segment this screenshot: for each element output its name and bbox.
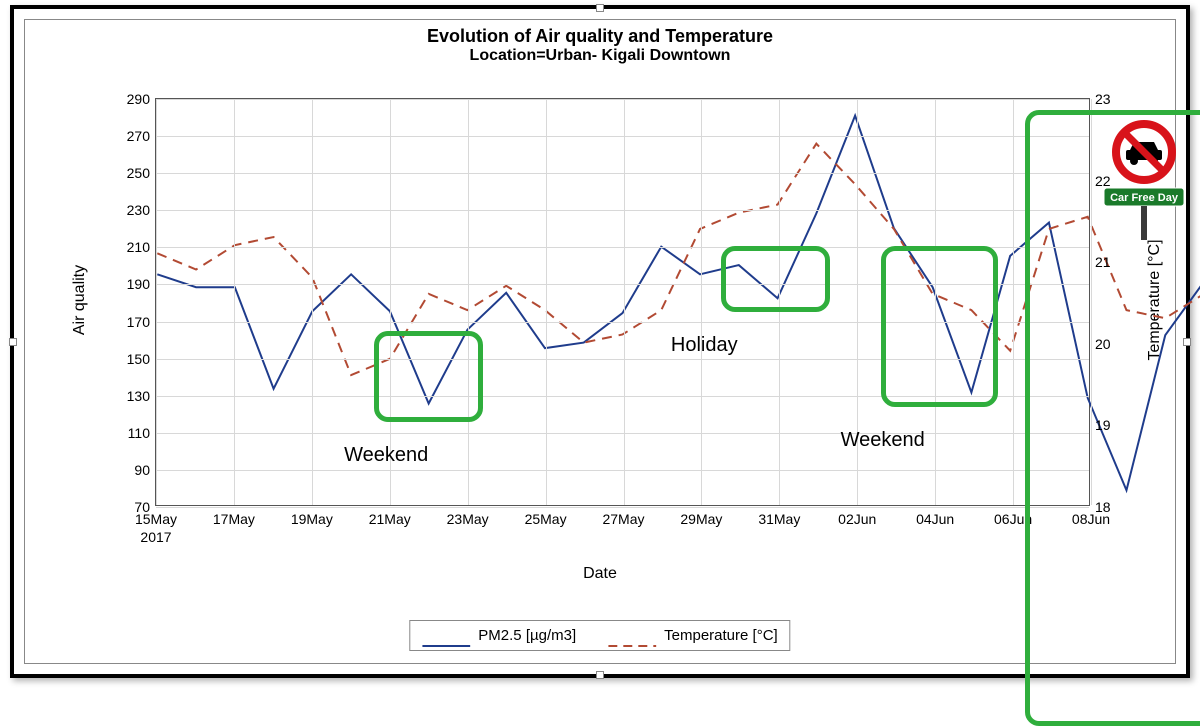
selection-handle-bottom xyxy=(596,671,604,679)
x-tick-year: 2017 xyxy=(140,505,171,545)
x-tick: 29May xyxy=(680,505,722,527)
y-left-tick: 250 xyxy=(127,165,156,181)
x-tick: 17May xyxy=(213,505,255,527)
selection-handle-top xyxy=(596,4,604,12)
y-right-tick: 19 xyxy=(1089,417,1111,433)
car-free-sign: Car Free Day xyxy=(1094,120,1194,255)
legend-swatch-pm25 xyxy=(422,635,470,637)
y-left-tick: 270 xyxy=(127,128,156,144)
car-free-icon: Car Free Day xyxy=(1094,120,1194,250)
x-tick: 27May xyxy=(602,505,644,527)
legend: PM2.5 [µg/m3] Temperature [°C] xyxy=(409,620,790,651)
chart-title: Evolution of Air quality and Temperature… xyxy=(25,26,1175,65)
series-0 xyxy=(157,116,1200,491)
x-tick: 19May xyxy=(291,505,333,527)
x-tick: 23May xyxy=(447,505,489,527)
chart-title-sub: Location=Urban- Kigali Downtown xyxy=(25,47,1175,65)
legend-item-temp: Temperature [°C] xyxy=(608,627,778,644)
series-lines xyxy=(156,99,1089,505)
x-tick: 08Jun xyxy=(1072,505,1110,527)
annotation-label-0: Weekend xyxy=(344,444,428,467)
y-left-tick: 130 xyxy=(127,388,156,404)
y-left-tick: 90 xyxy=(134,462,156,478)
y-left-tick: 190 xyxy=(127,276,156,292)
x-tick: 25May xyxy=(525,505,567,527)
y-right-tick: 21 xyxy=(1089,254,1111,270)
x-tick: 04Jun xyxy=(916,505,954,527)
y-left-tick: 230 xyxy=(127,202,156,218)
legend-label-temp: Temperature [°C] xyxy=(664,627,778,644)
y-right-tick: 20 xyxy=(1089,336,1111,352)
y-axis-right-label: Temperature [°C] xyxy=(1146,239,1164,360)
chart-title-main: Evolution of Air quality and Temperature xyxy=(25,26,1175,47)
selection-handle-left xyxy=(9,338,17,346)
x-tick: 21May xyxy=(369,505,411,527)
x-axis-label: Date xyxy=(583,565,617,583)
y-left-tick: 290 xyxy=(127,91,156,107)
plot-area: 7090110130150170190210230250270290181920… xyxy=(155,98,1090,506)
y-axis-left-label: Air quality xyxy=(71,265,89,335)
y-left-tick: 110 xyxy=(128,425,156,441)
annotation-label-2: Weekend xyxy=(841,429,925,452)
inner-border: Evolution of Air quality and Temperature… xyxy=(24,19,1176,664)
y-right-tick: 23 xyxy=(1089,91,1111,107)
legend-item-pm25: PM2.5 [µg/m3] xyxy=(422,627,576,644)
outer-border: Evolution of Air quality and Temperature… xyxy=(10,5,1190,678)
legend-swatch-temp xyxy=(608,635,656,637)
y-left-tick: 170 xyxy=(127,314,156,330)
x-tick: 31May xyxy=(758,505,800,527)
chart: Evolution of Air quality and Temperature… xyxy=(25,20,1175,663)
legend-label-pm25: PM2.5 [µg/m3] xyxy=(478,627,576,644)
svg-text:Car Free Day: Car Free Day xyxy=(1110,192,1179,204)
x-tick: 06Jun xyxy=(994,505,1032,527)
y-left-tick: 150 xyxy=(127,351,156,367)
y-left-tick: 210 xyxy=(127,239,156,255)
selection-handle-right xyxy=(1183,338,1191,346)
x-tick: 02Jun xyxy=(838,505,876,527)
annotation-label-1: Holiday xyxy=(671,334,738,357)
